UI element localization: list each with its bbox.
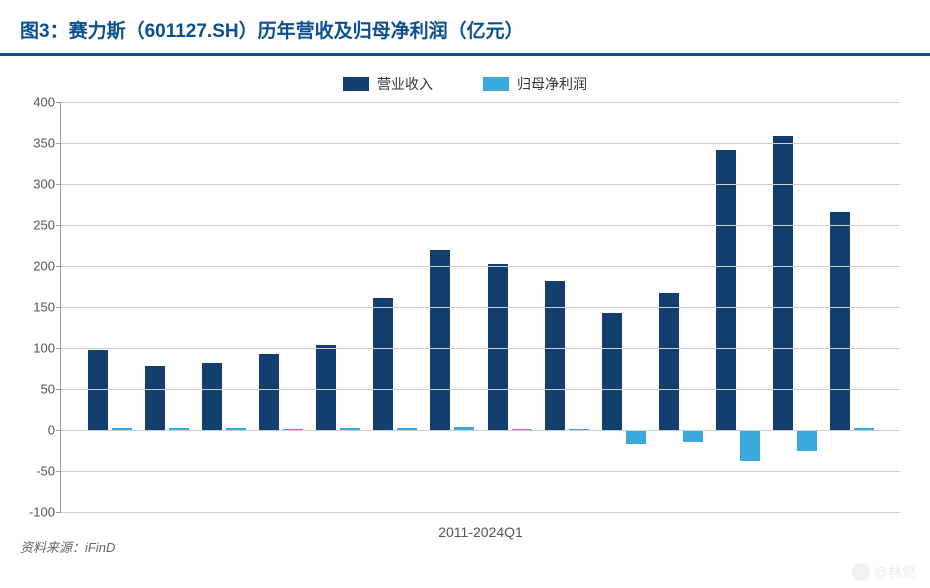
chart-legend: 营业收入 归母净利润 (0, 64, 930, 102)
y-tick-label: 300 (15, 177, 55, 192)
y-tick-mark (56, 348, 61, 349)
bar-revenue (373, 298, 393, 430)
y-axis: -100-50050100150200250300350400 (20, 102, 60, 512)
bar-profit (740, 430, 760, 461)
grid-line (61, 266, 900, 267)
y-tick-mark (56, 471, 61, 472)
grid-line (61, 225, 900, 226)
grid-line (61, 348, 900, 349)
y-tick-label: 50 (15, 382, 55, 397)
legend-label-profit: 归母净利润 (517, 74, 587, 94)
bar-revenue (88, 350, 108, 430)
y-tick-label: -50 (15, 464, 55, 479)
bar-revenue (602, 313, 622, 430)
legend-label-revenue: 营业收入 (377, 74, 433, 94)
y-tick-mark (56, 307, 61, 308)
bar-revenue (830, 212, 850, 430)
bar-revenue (716, 150, 736, 430)
grid-line (61, 512, 900, 513)
weibo-icon (852, 563, 870, 581)
y-tick-label: 250 (15, 218, 55, 233)
chart-title-bar: 图3：赛力斯（601127.SH）历年营收及归母净利润（亿元） (0, 0, 930, 56)
bar-revenue (545, 281, 565, 430)
plot-area: 2011-2024Q1 (60, 102, 900, 512)
bar-revenue (259, 354, 279, 430)
y-tick-mark (56, 225, 61, 226)
y-tick-label: 200 (15, 259, 55, 274)
y-tick-label: 400 (15, 95, 55, 110)
bar-revenue (773, 136, 793, 430)
source-text: 资料来源：iFinD (20, 537, 115, 556)
bar-revenue (316, 345, 336, 430)
bar-revenue (659, 293, 679, 430)
legend-item-revenue: 营业收入 (343, 74, 433, 94)
y-tick-mark (56, 266, 61, 267)
y-tick-label: 150 (15, 300, 55, 315)
watermark: @林燃 (852, 562, 916, 582)
grid-line (61, 389, 900, 390)
grid-line (61, 184, 900, 185)
watermark-text: @林燃 (874, 562, 916, 582)
chart-title: 图3：赛力斯（601127.SH）历年营收及归母净利润（亿元） (20, 16, 910, 43)
legend-swatch-revenue (343, 77, 369, 91)
bar-profit (626, 430, 646, 444)
bar-revenue (145, 366, 165, 430)
y-tick-mark (56, 102, 61, 103)
bar-profit (683, 430, 703, 442)
y-tick-label: 350 (15, 136, 55, 151)
grid-line (61, 143, 900, 144)
chart-area: -100-50050100150200250300350400 2011-202… (60, 102, 900, 512)
grid-line (61, 102, 900, 103)
x-axis-label: 2011-2024Q1 (61, 524, 900, 540)
y-tick-mark (56, 184, 61, 185)
grid-line (61, 471, 900, 472)
bar-revenue (202, 363, 222, 430)
y-tick-mark (56, 143, 61, 144)
legend-swatch-profit (483, 77, 509, 91)
grid-line (61, 430, 900, 431)
legend-item-profit: 归母净利润 (483, 74, 587, 94)
y-tick-label: 100 (15, 341, 55, 356)
bar-profit (797, 430, 817, 451)
y-tick-mark (56, 430, 61, 431)
bar-revenue (430, 250, 450, 430)
y-tick-label: -100 (15, 505, 55, 520)
y-tick-mark (56, 389, 61, 390)
y-tick-mark (56, 512, 61, 513)
y-tick-label: 0 (15, 423, 55, 438)
grid-line (61, 307, 900, 308)
bar-revenue (488, 264, 508, 430)
